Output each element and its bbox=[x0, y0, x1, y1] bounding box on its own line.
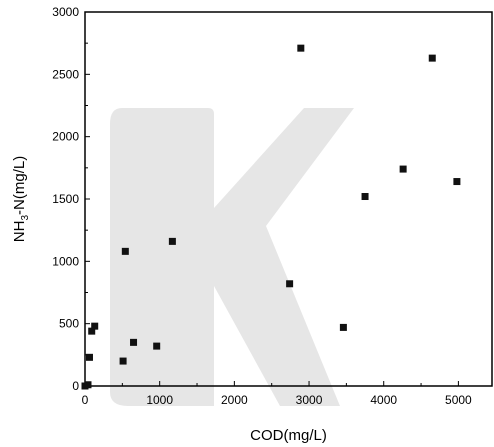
data-point bbox=[361, 193, 369, 201]
data-point bbox=[85, 353, 93, 361]
y-tick-label: 0 bbox=[72, 379, 79, 393]
x-tick-label: 2000 bbox=[221, 393, 248, 407]
y-tick-label: 3000 bbox=[52, 5, 79, 19]
k-watermark-logo bbox=[110, 108, 354, 406]
data-point bbox=[119, 357, 127, 365]
data-point bbox=[168, 237, 176, 245]
data-point bbox=[121, 247, 129, 255]
x-tick-label: 1000 bbox=[146, 393, 173, 407]
y-axis-title-rest: -N(mg/L) bbox=[11, 156, 28, 215]
data-point bbox=[339, 323, 347, 331]
data-points bbox=[81, 44, 461, 390]
data-point bbox=[453, 178, 461, 186]
y-axis-title-subscript: 3 bbox=[20, 215, 31, 221]
data-point bbox=[84, 381, 92, 389]
data-point bbox=[153, 342, 161, 350]
y-tick-label: 500 bbox=[59, 317, 79, 331]
x-axis-title: COD(mg/L) bbox=[250, 427, 327, 444]
data-point bbox=[91, 322, 99, 330]
data-point bbox=[286, 280, 294, 288]
data-point bbox=[399, 165, 407, 173]
x-tick-label: 0 bbox=[82, 393, 89, 407]
y-axis: 0 500 1000 1500 2000 2500 3000 bbox=[52, 5, 90, 393]
data-point bbox=[428, 54, 436, 62]
x-tick-label: 3000 bbox=[296, 393, 323, 407]
x-tick-label: 4000 bbox=[370, 393, 397, 407]
x-tick-label: 5000 bbox=[445, 393, 472, 407]
y-tick-label: 2500 bbox=[52, 67, 79, 81]
data-point bbox=[88, 327, 96, 335]
y-axis-title: NH3-N(mg/L) bbox=[11, 156, 31, 242]
y-tick-label: 1000 bbox=[52, 254, 79, 268]
y-tick-label: 1500 bbox=[52, 192, 79, 206]
x-axis: 0 1000 2000 3000 4000 5000 bbox=[82, 381, 472, 407]
y-tick-label: 2000 bbox=[52, 130, 79, 144]
data-point bbox=[130, 338, 138, 346]
y-axis-title-main: NH bbox=[11, 221, 28, 243]
data-point bbox=[297, 44, 305, 52]
